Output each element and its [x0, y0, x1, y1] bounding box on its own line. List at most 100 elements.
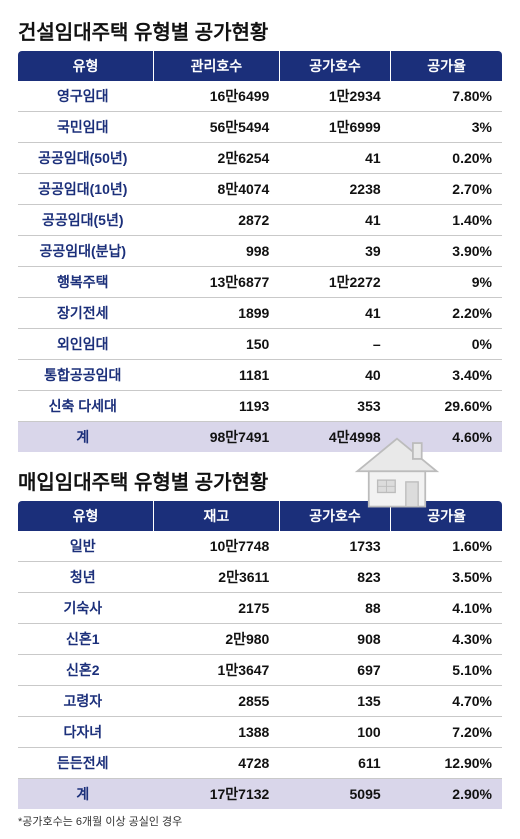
cell-type: 신혼1: [18, 624, 154, 655]
cell-type: 외인임대: [18, 329, 154, 360]
cell-value: 2872: [154, 205, 280, 236]
cell-value: 150: [154, 329, 280, 360]
cell-type: 신혼2: [18, 655, 154, 686]
cell-value: 1.40%: [391, 205, 502, 236]
section2-title: 매입임대주택 유형별 공가현황: [18, 466, 502, 495]
section1-title: 건설임대주택 유형별 공가현황: [18, 16, 502, 45]
cell-value: 41: [279, 298, 390, 329]
col-header: 재고: [154, 501, 280, 531]
cell-value: 2855: [154, 686, 280, 717]
col-header: 유형: [18, 51, 154, 81]
cell-value: 1만6999: [279, 112, 390, 143]
cell-value: 2.70%: [391, 174, 502, 205]
table-row: 영구임대16만64991만29347.80%: [18, 81, 502, 112]
cell-value: 823: [279, 562, 390, 593]
cell-value: 12.90%: [391, 748, 502, 779]
col-header: 공가율: [391, 51, 502, 81]
cell-value: 40: [279, 360, 390, 391]
table-construction: 유형 관리호수 공가호수 공가율 영구임대16만64991만29347.80%국…: [18, 51, 502, 452]
cell-type: 계: [18, 779, 154, 810]
cell-value: 17만7132: [154, 779, 280, 810]
table-row: 청년2만36118233.50%: [18, 562, 502, 593]
cell-value: 4만4998: [279, 422, 390, 453]
cell-value: 98만7491: [154, 422, 280, 453]
cell-value: 8만4074: [154, 174, 280, 205]
cell-value: 998: [154, 236, 280, 267]
cell-value: 1193: [154, 391, 280, 422]
col-header: 공가호수: [279, 501, 390, 531]
cell-value: 7.80%: [391, 81, 502, 112]
cell-value: 9%: [391, 267, 502, 298]
cell-value: 0%: [391, 329, 502, 360]
cell-type: 든든전세: [18, 748, 154, 779]
cell-value: 4.60%: [391, 422, 502, 453]
cell-value: 1733: [279, 531, 390, 562]
cell-value: 1181: [154, 360, 280, 391]
cell-value: 39: [279, 236, 390, 267]
table-row: 공공임대(50년)2만6254410.20%: [18, 143, 502, 174]
table-row: 다자녀13881007.20%: [18, 717, 502, 748]
cell-value: 1388: [154, 717, 280, 748]
cell-value: 41: [279, 143, 390, 174]
cell-type: 통합공공임대: [18, 360, 154, 391]
cell-type: 기숙사: [18, 593, 154, 624]
cell-value: 1899: [154, 298, 280, 329]
cell-type: 공공임대(50년): [18, 143, 154, 174]
cell-value: 3.90%: [391, 236, 502, 267]
table-row: 공공임대(분납)998393.90%: [18, 236, 502, 267]
cell-value: 0.20%: [391, 143, 502, 174]
cell-value: 2.20%: [391, 298, 502, 329]
cell-value: 56만5494: [154, 112, 280, 143]
cell-value: 353: [279, 391, 390, 422]
col-header: 유형: [18, 501, 154, 531]
cell-value: 5095: [279, 779, 390, 810]
cell-value: 2만6254: [154, 143, 280, 174]
cell-type: 다자녀: [18, 717, 154, 748]
table-total-row: 계98만74914만49984.60%: [18, 422, 502, 453]
cell-value: 5.10%: [391, 655, 502, 686]
cell-type: 국민임대: [18, 112, 154, 143]
cell-value: 1.60%: [391, 531, 502, 562]
cell-value: 88: [279, 593, 390, 624]
cell-type: 청년: [18, 562, 154, 593]
cell-value: 3.40%: [391, 360, 502, 391]
table-row: 일반10만774817331.60%: [18, 531, 502, 562]
cell-value: 2만3611: [154, 562, 280, 593]
cell-type: 행복주택: [18, 267, 154, 298]
cell-value: 1만2272: [279, 267, 390, 298]
footnote: *공가호수는 6개월 이상 공실인 경우: [18, 813, 502, 829]
cell-value: 2175: [154, 593, 280, 624]
cell-value: 10만7748: [154, 531, 280, 562]
cell-value: 2238: [279, 174, 390, 205]
cell-value: 100: [279, 717, 390, 748]
table-total-row: 계17만713250952.90%: [18, 779, 502, 810]
cell-value: 3%: [391, 112, 502, 143]
table-row: 신혼12만9809084.30%: [18, 624, 502, 655]
cell-type: 계: [18, 422, 154, 453]
col-header: 관리호수: [154, 51, 280, 81]
cell-value: 1만2934: [279, 81, 390, 112]
cell-value: 2만980: [154, 624, 280, 655]
cell-type: 신축 다세대: [18, 391, 154, 422]
cell-value: 29.60%: [391, 391, 502, 422]
table-row: 든든전세472861112.90%: [18, 748, 502, 779]
cell-value: 4728: [154, 748, 280, 779]
table-row: 외인임대150–0%: [18, 329, 502, 360]
cell-value: 3.50%: [391, 562, 502, 593]
cell-value: 908: [279, 624, 390, 655]
table-purchase: 유형 재고 공가호수 공가율 일반10만774817331.60%청년2만361…: [18, 501, 502, 809]
table-row: 장기전세1899412.20%: [18, 298, 502, 329]
table-row: 공공임대(10년)8만407422382.70%: [18, 174, 502, 205]
table-row: 행복주택13만68771만22729%: [18, 267, 502, 298]
cell-value: 611: [279, 748, 390, 779]
cell-type: 공공임대(5년): [18, 205, 154, 236]
cell-value: 697: [279, 655, 390, 686]
table-row: 기숙사2175884.10%: [18, 593, 502, 624]
cell-type: 공공임대(분납): [18, 236, 154, 267]
cell-value: 7.20%: [391, 717, 502, 748]
cell-type: 영구임대: [18, 81, 154, 112]
cell-value: 135: [279, 686, 390, 717]
cell-type: 장기전세: [18, 298, 154, 329]
table-row: 통합공공임대1181403.40%: [18, 360, 502, 391]
cell-value: 4.70%: [391, 686, 502, 717]
